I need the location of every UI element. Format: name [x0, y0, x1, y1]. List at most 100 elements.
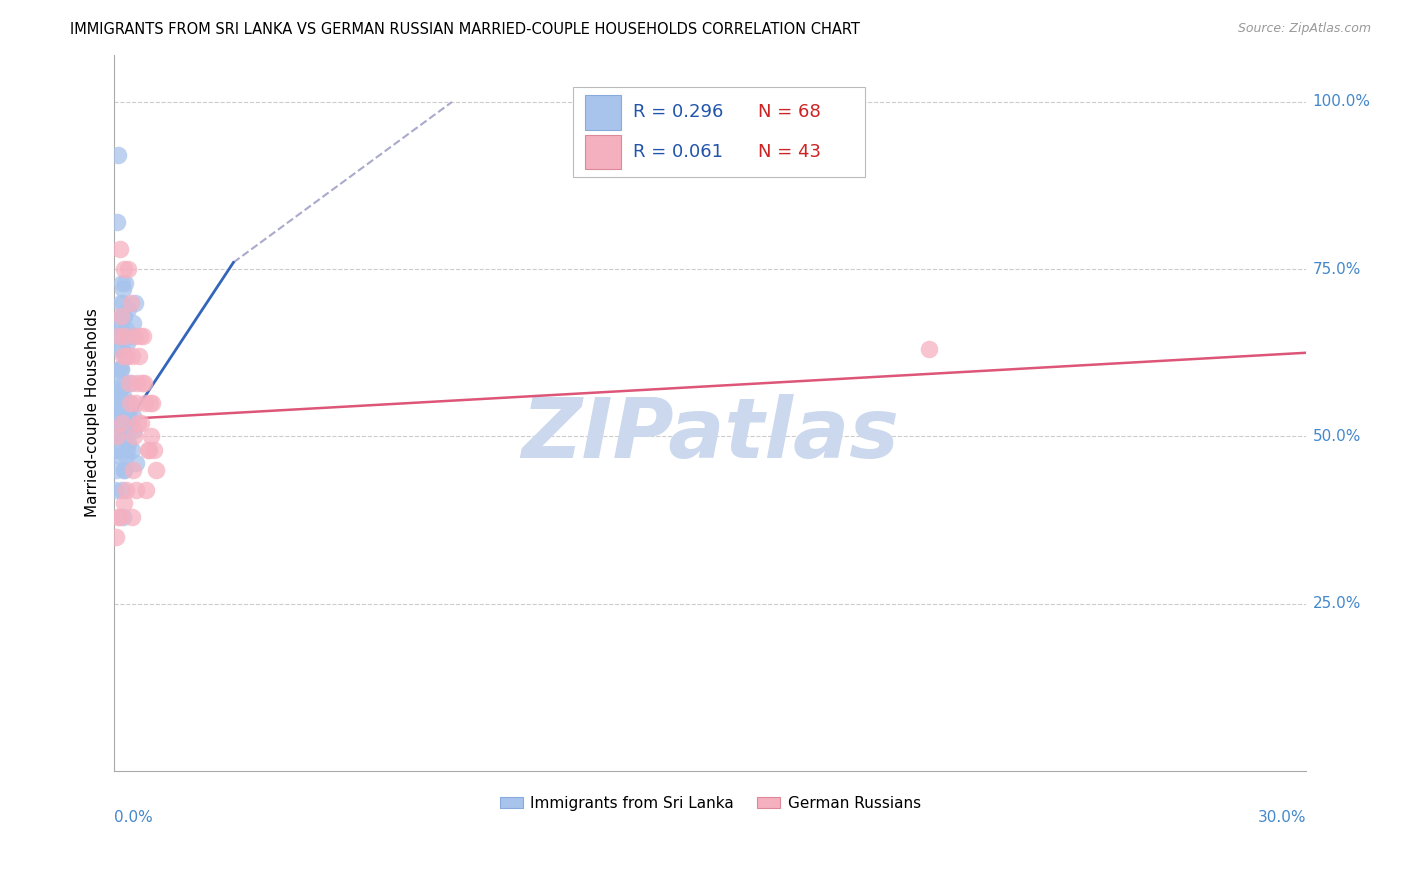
FancyBboxPatch shape: [585, 95, 621, 129]
Y-axis label: Married-couple Households: Married-couple Households: [86, 309, 100, 517]
Point: [132, 329, 155, 343]
Point: [112, 309, 135, 323]
Point: [104, 483, 127, 497]
Point: [118, 402, 141, 417]
Point: [122, 463, 145, 477]
Point: [120, 376, 142, 390]
Point: [121, 349, 143, 363]
Point: [114, 349, 136, 363]
Point: [105, 442, 128, 457]
Point: [111, 483, 134, 497]
Point: [117, 436, 139, 450]
Point: [132, 376, 155, 390]
Point: [121, 442, 143, 457]
Point: [125, 396, 148, 410]
Text: N = 68: N = 68: [758, 103, 821, 121]
Point: [121, 509, 143, 524]
Point: [128, 349, 150, 363]
Point: [107, 148, 129, 162]
Point: [110, 402, 132, 417]
Point: [107, 429, 129, 443]
Point: [108, 329, 131, 343]
Point: [918, 343, 941, 357]
Point: [107, 416, 129, 430]
Point: [108, 383, 131, 397]
Point: [122, 423, 145, 437]
Text: Source: ZipAtlas.com: Source: ZipAtlas.com: [1237, 22, 1371, 36]
Point: [108, 509, 131, 524]
Text: 30.0%: 30.0%: [1258, 810, 1306, 825]
Point: [108, 450, 131, 464]
Point: [105, 396, 128, 410]
Point: [118, 423, 141, 437]
Legend: Immigrants from Sri Lanka, German Russians: Immigrants from Sri Lanka, German Russia…: [494, 789, 927, 817]
Point: [145, 463, 167, 477]
Point: [111, 309, 134, 323]
Point: [111, 389, 134, 403]
Point: [120, 329, 142, 343]
Point: [108, 383, 131, 397]
Point: [129, 416, 152, 430]
Point: [105, 423, 128, 437]
Point: [134, 396, 156, 410]
Point: [115, 483, 138, 497]
Point: [127, 416, 149, 430]
Point: [141, 396, 163, 410]
Point: [117, 302, 139, 317]
Point: [115, 416, 138, 430]
Point: [110, 309, 132, 323]
Point: [125, 456, 148, 470]
Point: [105, 416, 128, 430]
Point: [114, 329, 136, 343]
Point: [114, 429, 136, 443]
Point: [118, 376, 141, 390]
Point: [120, 295, 142, 310]
Point: [110, 316, 132, 330]
Point: [122, 409, 145, 424]
Text: R = 0.061: R = 0.061: [633, 143, 723, 161]
Point: [122, 429, 145, 443]
Point: [131, 376, 153, 390]
Point: [110, 295, 132, 310]
Text: R = 0.296: R = 0.296: [633, 103, 723, 121]
Point: [105, 409, 128, 424]
Point: [108, 242, 131, 256]
Point: [142, 442, 165, 457]
Point: [111, 416, 134, 430]
Point: [115, 322, 138, 336]
Point: [111, 349, 134, 363]
Point: [107, 316, 129, 330]
Point: [107, 509, 129, 524]
Point: [112, 496, 135, 510]
Point: [112, 309, 135, 323]
Point: [117, 262, 139, 277]
Point: [105, 215, 128, 229]
Point: [111, 276, 134, 290]
Text: 0.0%: 0.0%: [114, 810, 153, 825]
Point: [114, 276, 136, 290]
Text: 100.0%: 100.0%: [1312, 95, 1371, 110]
Point: [115, 349, 138, 363]
Point: [111, 282, 134, 296]
Point: [107, 376, 129, 390]
Point: [124, 483, 146, 497]
Point: [107, 416, 129, 430]
Point: [139, 429, 162, 443]
Text: IMMIGRANTS FROM SRI LANKA VS GERMAN RUSSIAN MARRIED-COUPLE HOUSEHOLDS CORRELATIO: IMMIGRANTS FROM SRI LANKA VS GERMAN RUSS…: [70, 22, 860, 37]
Point: [110, 362, 132, 376]
Point: [136, 442, 159, 457]
Point: [105, 463, 128, 477]
Point: [108, 329, 131, 343]
Point: [104, 429, 127, 443]
Point: [105, 442, 128, 457]
Point: [120, 396, 142, 410]
Point: [112, 463, 135, 477]
Point: [112, 463, 135, 477]
Point: [111, 343, 134, 357]
Point: [121, 329, 143, 343]
FancyBboxPatch shape: [585, 135, 621, 169]
Point: [111, 509, 134, 524]
Point: [110, 362, 132, 376]
Point: [120, 416, 142, 430]
Point: [117, 409, 139, 424]
